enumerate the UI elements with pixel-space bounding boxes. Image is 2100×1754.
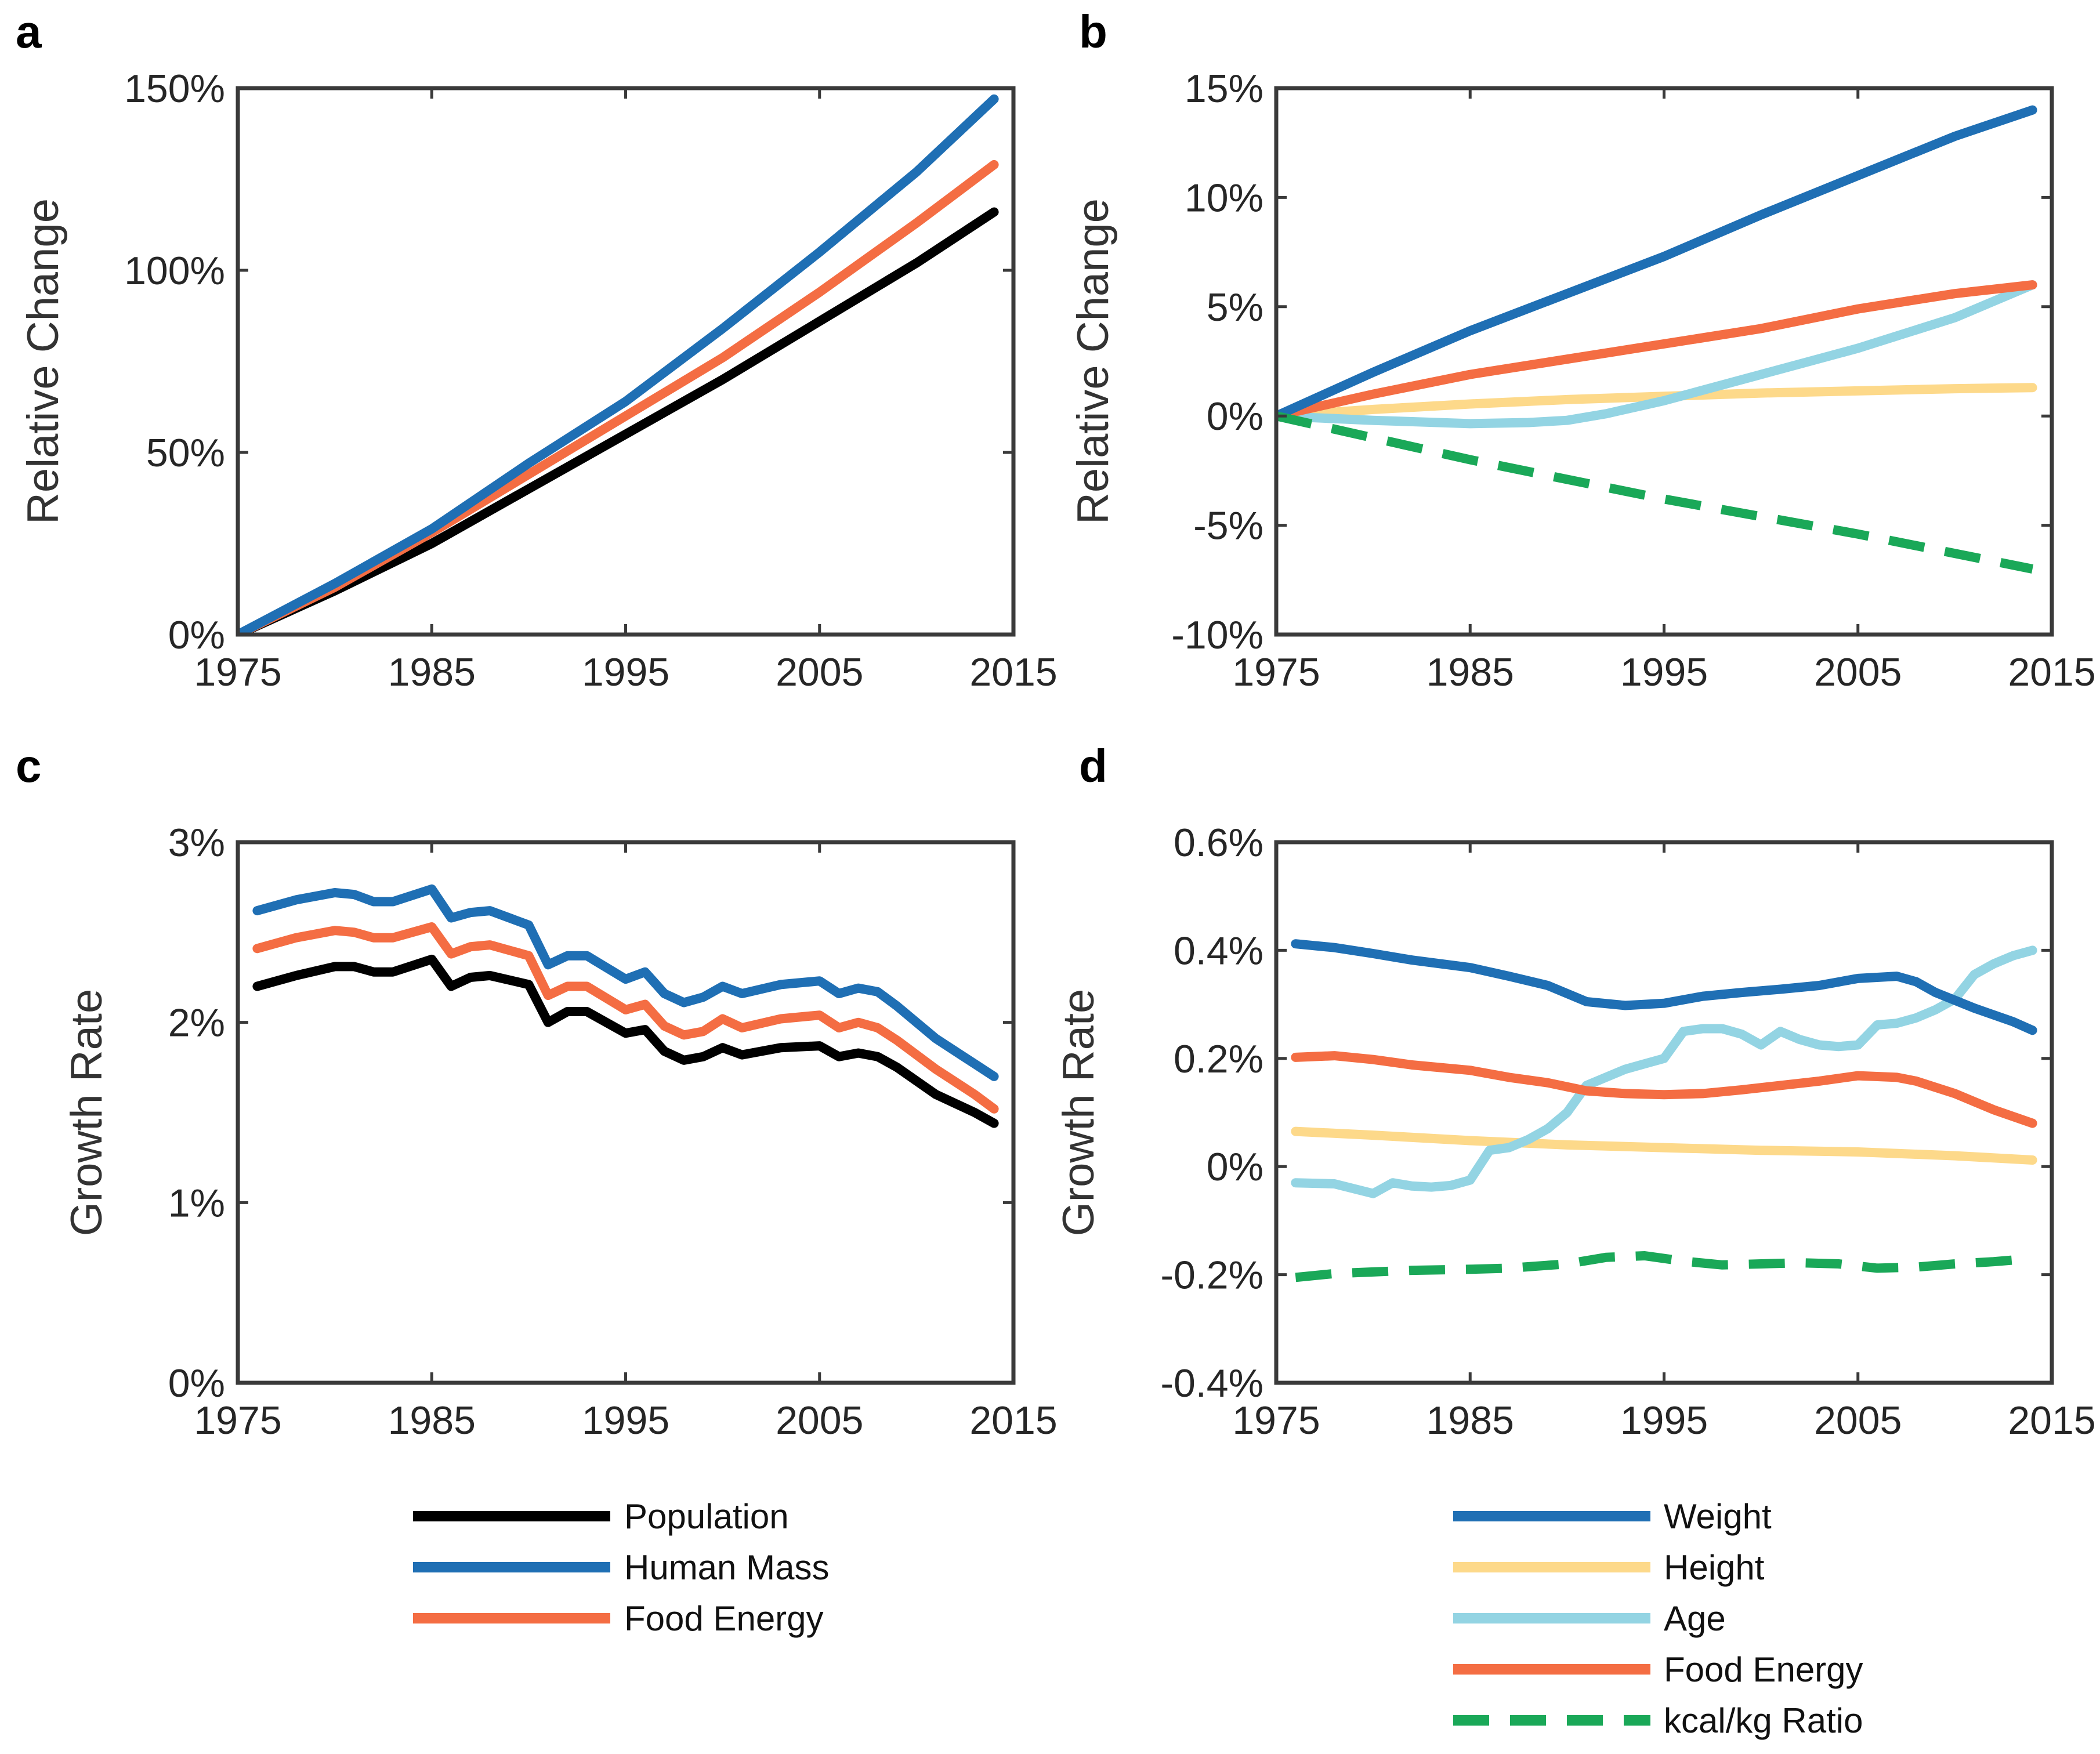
series-line-kcal-kg-ratio — [1276, 411, 2034, 574]
y-tick-label: 100% — [124, 249, 225, 293]
y-tick-label: 5% — [1207, 285, 1263, 329]
axes-frame — [236, 840, 1016, 1385]
x-tick-label: 2005 — [1814, 1398, 1902, 1443]
x-tick-label: 1975 — [194, 1398, 281, 1443]
y-axis-label: Relative Change — [19, 198, 68, 524]
legend-label: Population — [624, 1497, 789, 1536]
series-line-population — [238, 207, 999, 635]
y-tick-label: -0.4% — [1160, 1361, 1263, 1405]
x-tick-label: 2015 — [2008, 650, 2095, 694]
x-tick-label: 1985 — [1426, 1398, 1514, 1443]
y-tick-label: -10% — [1171, 613, 1263, 657]
x-tick-label: 1985 — [388, 650, 476, 694]
y-tick-label: -0.2% — [1160, 1253, 1263, 1298]
x-tick-label: 1975 — [194, 650, 281, 694]
series-line-height — [1291, 1126, 2037, 1165]
y-axis-label: Relative Change — [1069, 198, 1118, 524]
y-tick-label: 10% — [1185, 176, 1263, 220]
y-tick-label: 0.6% — [1174, 821, 1263, 865]
series-group — [238, 94, 999, 635]
legend-left: Population Human Mass Food Energy — [413, 1497, 829, 1638]
axes-frame — [236, 86, 1016, 637]
panel-letter-b: b — [1079, 6, 1107, 57]
panel-a: a 0% 50% 100% 150% 1975 1985 1995 2005 2015 Relati… — [16, 6, 1058, 694]
series-line-food-energy — [238, 160, 999, 635]
legend-label: Food Energy — [624, 1599, 824, 1638]
panel-letter-d: d — [1079, 740, 1107, 792]
legend-label: kcal/kg Ratio — [1664, 1701, 1863, 1740]
x-tick-label: 2015 — [969, 650, 1057, 694]
y-axis-label: Growth Rate — [1054, 989, 1103, 1237]
series-line-weight — [1291, 939, 2037, 1035]
x-tick-label: 1985 — [388, 1398, 476, 1443]
x-tick-label: 1995 — [582, 650, 669, 694]
series-line-age — [1276, 280, 2037, 429]
series-line-food-energy — [1291, 1051, 2037, 1128]
series-line-human-mass — [238, 94, 999, 635]
x-tick-label: 1995 — [1620, 1398, 1708, 1443]
y-tick-label: 0% — [1207, 394, 1263, 438]
series-group — [252, 884, 999, 1128]
legend-label: Height — [1664, 1548, 1765, 1587]
series-line-food-energy — [1276, 280, 2037, 421]
series-line-food-energy — [252, 922, 999, 1114]
x-tick-label: 1985 — [1426, 650, 1514, 694]
x-tick-label: 1995 — [1620, 650, 1708, 694]
y-tick-label: 0% — [1207, 1145, 1263, 1189]
y-tick-label: 0% — [168, 1361, 225, 1405]
legend-label: Food Energy — [1664, 1650, 1863, 1689]
x-tick-label: 2005 — [776, 650, 863, 694]
legend-label: Human Mass — [624, 1548, 829, 1587]
x-tick-label: 2015 — [2008, 1398, 2095, 1443]
series-line-population — [252, 954, 999, 1128]
y-tick-label: 0.2% — [1174, 1037, 1263, 1081]
legend-label: Age — [1664, 1599, 1726, 1638]
panel-letter-a: a — [16, 6, 42, 57]
x-tick-label: 2015 — [969, 1398, 1057, 1443]
panel-c: c 0% 1% 2% 3% 1975 1985 1995 2005 2015 Growth Rate — [16, 740, 1058, 1443]
series-line-kcal-kg-ratio — [1295, 1251, 2033, 1282]
y-tick-label: 1% — [168, 1181, 225, 1225]
y-tick-label: 3% — [168, 821, 225, 865]
panel-letter-c: c — [16, 740, 42, 792]
x-tick-label: 1995 — [582, 1398, 669, 1443]
x-tick-label: 1975 — [1232, 650, 1320, 694]
y-tick-label: 15% — [1185, 67, 1263, 111]
y-tick-label: 2% — [168, 1001, 225, 1045]
panel-d: d -0.4% -0.2% 0% 0.2% 0.4% 0.6% 1975 1985 1995 200… — [1054, 740, 2096, 1443]
series-line-age — [1291, 945, 2037, 1198]
y-tick-label: 0.4% — [1174, 929, 1263, 973]
series-line-human-mass — [252, 884, 999, 1081]
x-tick-label: 2005 — [1814, 650, 1902, 694]
series-group — [1291, 939, 2037, 1282]
y-axis-label: Growth Rate — [62, 989, 111, 1237]
y-tick-label: 150% — [124, 67, 225, 111]
series-line-weight — [1276, 105, 2037, 421]
series-group — [1276, 105, 2037, 574]
x-tick-label: 1975 — [1232, 1398, 1320, 1443]
axes-frame — [1274, 840, 2054, 1385]
y-tick-label: 50% — [146, 431, 225, 475]
legend-right: Weight Height Age Food Energy kcal/kg Ratio — [1453, 1497, 1863, 1740]
y-tick-label: -5% — [1193, 504, 1263, 548]
y-tick-label: 0% — [168, 613, 225, 657]
x-tick-label: 2005 — [776, 1398, 863, 1443]
panel-b: b -10% -5% 0% 5% 10% 15% 1975 1985 1995 2005 2015 Re… — [1069, 6, 2096, 694]
legend-label: Weight — [1664, 1497, 1772, 1536]
